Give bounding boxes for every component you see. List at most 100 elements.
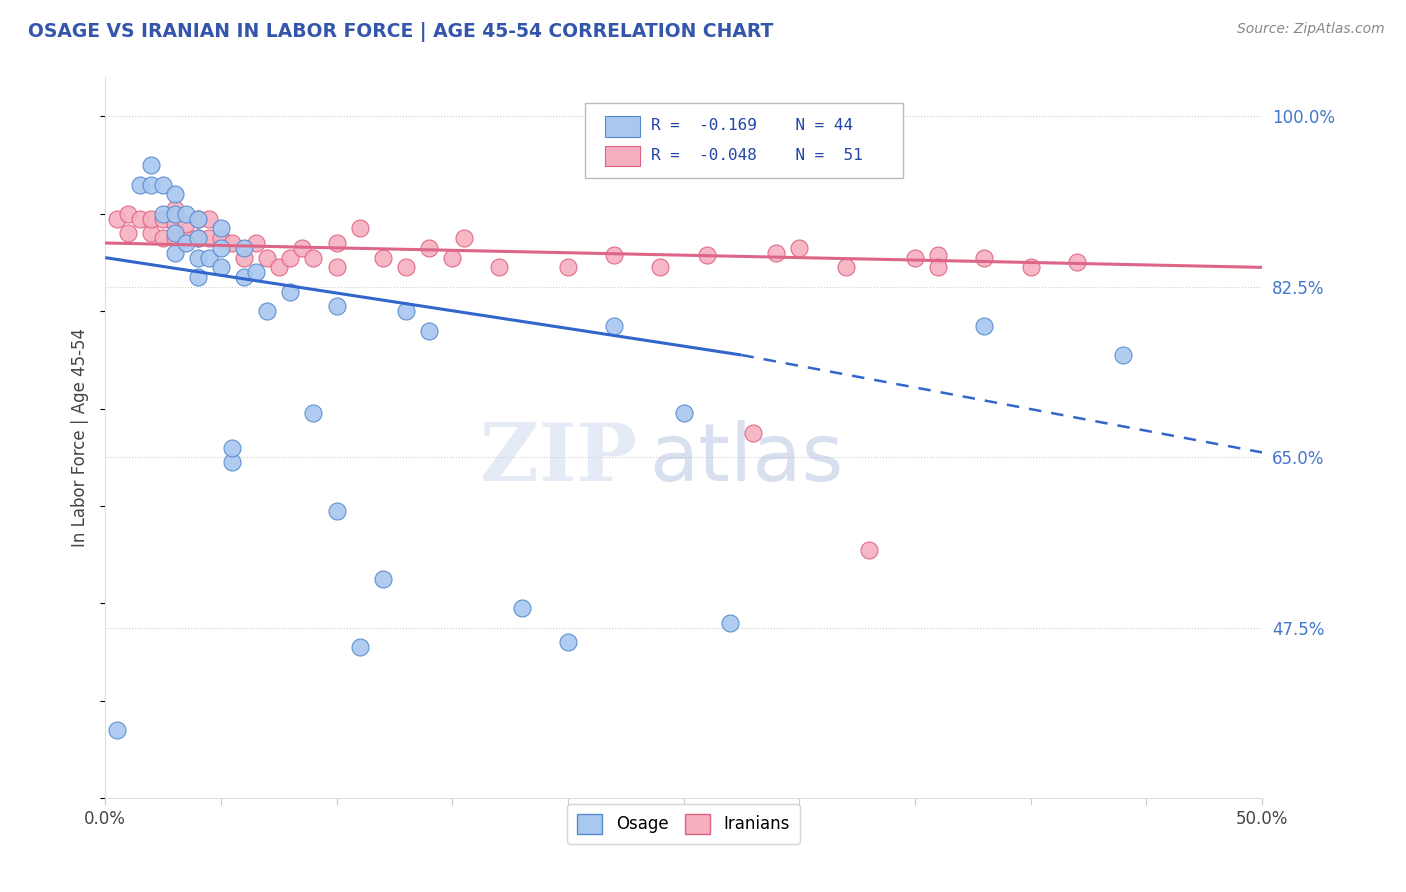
Point: [395, 260, 418, 275]
Point: [187, 211, 209, 226]
Point: [129, 178, 152, 192]
Point: [117, 227, 139, 241]
Point: [441, 251, 464, 265]
Point: [325, 504, 347, 518]
Point: [278, 251, 301, 265]
Legend: Osage, Iranians: Osage, Iranians: [568, 804, 800, 844]
Point: [742, 425, 765, 440]
Point: [163, 187, 186, 202]
Point: [233, 251, 256, 265]
FancyBboxPatch shape: [605, 146, 640, 166]
Point: [174, 231, 197, 245]
Point: [256, 251, 278, 265]
Point: [927, 260, 949, 275]
Point: [395, 304, 418, 318]
Point: [141, 211, 163, 226]
Point: [174, 217, 197, 231]
Point: [209, 241, 232, 255]
Point: [325, 260, 347, 275]
Point: [1019, 260, 1042, 275]
Point: [174, 207, 197, 221]
Point: [187, 231, 209, 245]
Point: [105, 211, 128, 226]
Text: ZIP: ZIP: [481, 420, 637, 499]
Point: [117, 207, 139, 221]
Point: [278, 285, 301, 299]
Point: [163, 227, 186, 241]
Point: [302, 251, 325, 265]
Point: [163, 245, 186, 260]
Point: [765, 245, 787, 260]
Point: [152, 207, 174, 221]
Point: [209, 260, 232, 275]
Point: [163, 207, 186, 221]
Point: [418, 324, 440, 338]
Point: [163, 202, 186, 216]
Point: [209, 231, 232, 245]
Point: [129, 211, 152, 226]
Point: [650, 260, 672, 275]
Point: [105, 723, 128, 737]
Point: [267, 260, 290, 275]
Point: [174, 235, 197, 250]
Point: [858, 542, 880, 557]
Text: atlas: atlas: [650, 420, 844, 499]
Point: [349, 221, 371, 235]
Point: [245, 265, 267, 279]
Point: [927, 248, 949, 262]
Point: [904, 251, 927, 265]
Point: [187, 251, 209, 265]
Point: [1343, 134, 1365, 148]
Point: [209, 221, 232, 235]
Point: [152, 178, 174, 192]
Point: [163, 217, 186, 231]
Point: [557, 635, 579, 649]
FancyBboxPatch shape: [585, 103, 904, 178]
Point: [453, 231, 475, 245]
Point: [349, 640, 371, 655]
Point: [371, 572, 394, 586]
Point: [1066, 255, 1088, 269]
Point: [418, 241, 440, 255]
Point: [152, 231, 174, 245]
Point: [325, 299, 347, 313]
Point: [233, 241, 256, 255]
Point: [603, 248, 626, 262]
Point: [245, 235, 267, 250]
Point: [198, 251, 221, 265]
Text: OSAGE VS IRANIAN IN LABOR FORCE | AGE 45-54 CORRELATION CHART: OSAGE VS IRANIAN IN LABOR FORCE | AGE 45…: [28, 22, 773, 42]
Point: [557, 260, 579, 275]
Point: [221, 235, 243, 250]
Point: [1112, 348, 1135, 362]
Text: R =  -0.169    N = 44: R = -0.169 N = 44: [651, 119, 853, 133]
Point: [302, 407, 325, 421]
Point: [152, 211, 174, 226]
Point: [834, 260, 856, 275]
Point: [291, 241, 314, 255]
FancyBboxPatch shape: [605, 116, 640, 136]
Point: [718, 615, 741, 630]
Point: [256, 304, 278, 318]
Text: Source: ZipAtlas.com: Source: ZipAtlas.com: [1237, 22, 1385, 37]
Point: [973, 318, 995, 333]
Point: [221, 455, 243, 469]
Point: [141, 227, 163, 241]
Point: [696, 248, 718, 262]
Y-axis label: In Labor Force | Age 45-54: In Labor Force | Age 45-54: [72, 328, 89, 548]
Point: [672, 407, 695, 421]
Point: [198, 211, 221, 226]
Point: [325, 235, 347, 250]
Point: [198, 231, 221, 245]
Point: [510, 601, 533, 615]
Point: [603, 318, 626, 333]
Point: [233, 270, 256, 285]
Point: [163, 231, 186, 245]
Point: [187, 270, 209, 285]
Point: [371, 251, 394, 265]
Point: [141, 158, 163, 172]
Point: [787, 241, 810, 255]
Point: [488, 260, 510, 275]
Point: [187, 211, 209, 226]
Point: [973, 251, 995, 265]
Text: R =  -0.048    N =  51: R = -0.048 N = 51: [651, 148, 863, 162]
